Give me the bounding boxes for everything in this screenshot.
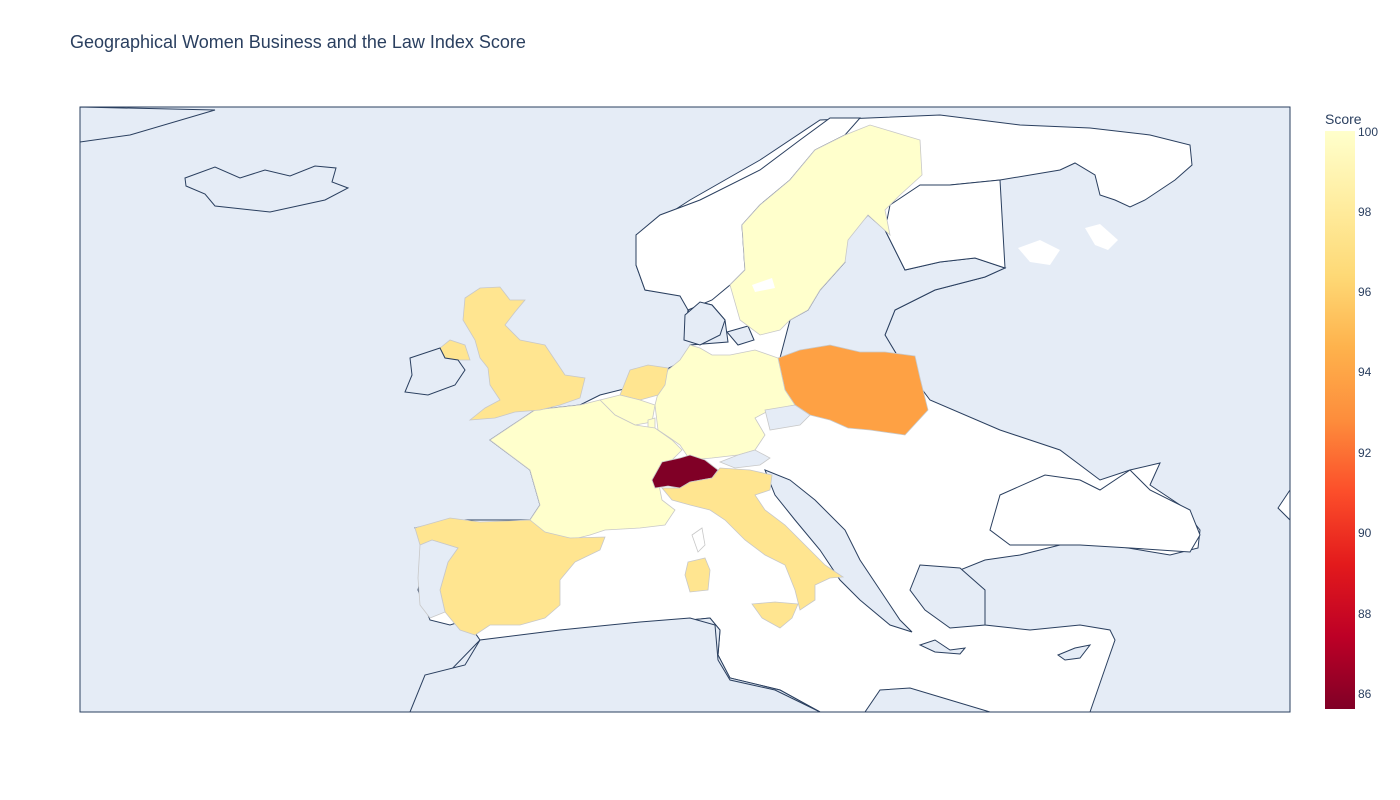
portugal: [417, 539, 459, 619]
colorbar-tick: 100: [1358, 125, 1379, 139]
black-sea: [989, 469, 1201, 553]
map-frame: [79, 106, 1291, 713]
country-france: [489, 399, 683, 541]
country-italy-sicily: [751, 601, 799, 629]
country-italy: [661, 467, 845, 611]
white-sea-lake1: [1018, 240, 1060, 265]
north-africa: [409, 617, 821, 712]
adriatic-sea: [764, 469, 913, 633]
geo-layer: [80, 107, 1290, 712]
cyprus: [1056, 644, 1092, 661]
east-mediterranean: [864, 687, 991, 712]
colorbar-tick: 96: [1358, 285, 1372, 299]
greenland: [80, 107, 216, 143]
crete: [918, 639, 967, 655]
colorbar-tick: 86: [1358, 687, 1372, 701]
chart-title: Geographical Women Business and the Law …: [70, 32, 526, 52]
iceland: [184, 165, 350, 213]
aegean-sea: [909, 564, 986, 629]
colorbar-tick: 98: [1358, 205, 1372, 219]
finland: [884, 179, 1006, 271]
ireland-island: [404, 347, 466, 396]
country-united-kingdom: [462, 286, 586, 421]
country-italy-sardinia: [684, 557, 711, 593]
denmark: [683, 301, 726, 346]
austria: [718, 449, 771, 469]
colorbar-tick: 94: [1358, 365, 1372, 379]
zealand: [726, 325, 755, 346]
colorbar-tick: 92: [1358, 446, 1372, 460]
corsica: [691, 527, 706, 553]
colorbar-title: Score: [1325, 111, 1362, 127]
colorbar-tick: 88: [1358, 607, 1372, 621]
caspian-edge: [1277, 489, 1290, 521]
colorbar-tick: 90: [1358, 526, 1372, 540]
country-sweden: [729, 124, 923, 336]
lake-vanern: [752, 278, 775, 292]
colorbar: [1325, 131, 1355, 709]
white-sea-lake2: [1085, 224, 1118, 250]
austria-czech: [764, 404, 811, 431]
